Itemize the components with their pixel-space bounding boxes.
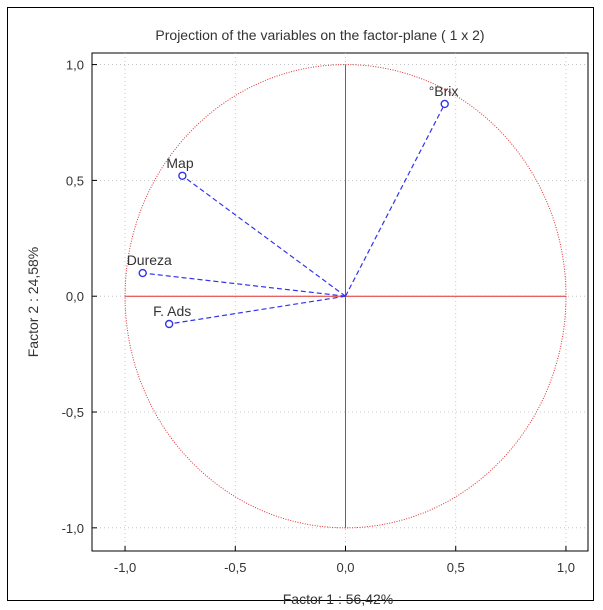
variable-label: Map: [166, 155, 193, 171]
vector-line: [344, 103, 446, 297]
vector-line: [142, 272, 346, 297]
vector-line: [182, 175, 346, 297]
y-tick-label: -0,5: [62, 405, 84, 420]
plot-area: [91, 52, 589, 552]
x-tick-label: -0,5: [224, 560, 246, 575]
x-tick-label: -1,0: [114, 560, 136, 575]
y-tick-label: 1,0: [66, 58, 84, 73]
variable-point: [178, 171, 187, 180]
variable-label: Dureza: [127, 252, 172, 268]
variable-label: F. Ads: [153, 303, 191, 319]
variable-point: [138, 268, 147, 278]
y-tick-label: 0,0: [66, 289, 84, 304]
x-tick-label: 0,5: [447, 560, 465, 575]
x-tick-label: 1,0: [557, 560, 575, 575]
y-axis-label: Factor 2 : 24,58%: [25, 247, 41, 358]
y-tick-label: -1,0: [62, 521, 84, 536]
variable-label: °Brix: [429, 83, 459, 99]
vector-line: [169, 295, 346, 325]
chart-title: Projection of the variables on the facto…: [155, 27, 484, 43]
variable-point: [164, 319, 174, 329]
variable-point: [440, 99, 449, 109]
chart-frame: [7, 7, 594, 601]
x-tick-label: 0,0: [336, 560, 354, 575]
plot-border: [91, 52, 589, 552]
y-tick-label: 0,5: [66, 173, 84, 188]
x-axis-label: Factor 1 : 56,42%: [283, 591, 394, 607]
